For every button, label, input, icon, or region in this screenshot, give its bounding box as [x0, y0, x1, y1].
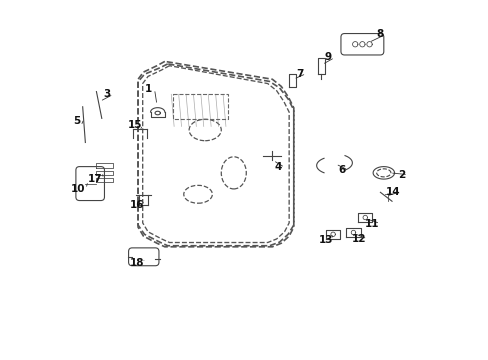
Text: 15: 15: [127, 120, 142, 130]
Text: 17: 17: [88, 174, 102, 184]
Text: 9: 9: [324, 53, 331, 63]
Text: 10: 10: [71, 184, 85, 194]
Text: 12: 12: [351, 234, 366, 244]
Text: 2: 2: [397, 170, 405, 180]
Text: 8: 8: [375, 29, 383, 39]
Text: 7: 7: [296, 68, 303, 78]
Text: 1: 1: [144, 84, 151, 94]
Text: 13: 13: [318, 235, 332, 245]
Text: 3: 3: [103, 89, 110, 99]
Text: 18: 18: [130, 258, 144, 268]
Text: 6: 6: [337, 165, 345, 175]
Text: 11: 11: [365, 219, 379, 229]
Text: 16: 16: [129, 200, 143, 210]
Text: 5: 5: [73, 116, 80, 126]
Text: 4: 4: [274, 162, 282, 172]
Text: 14: 14: [385, 187, 399, 197]
